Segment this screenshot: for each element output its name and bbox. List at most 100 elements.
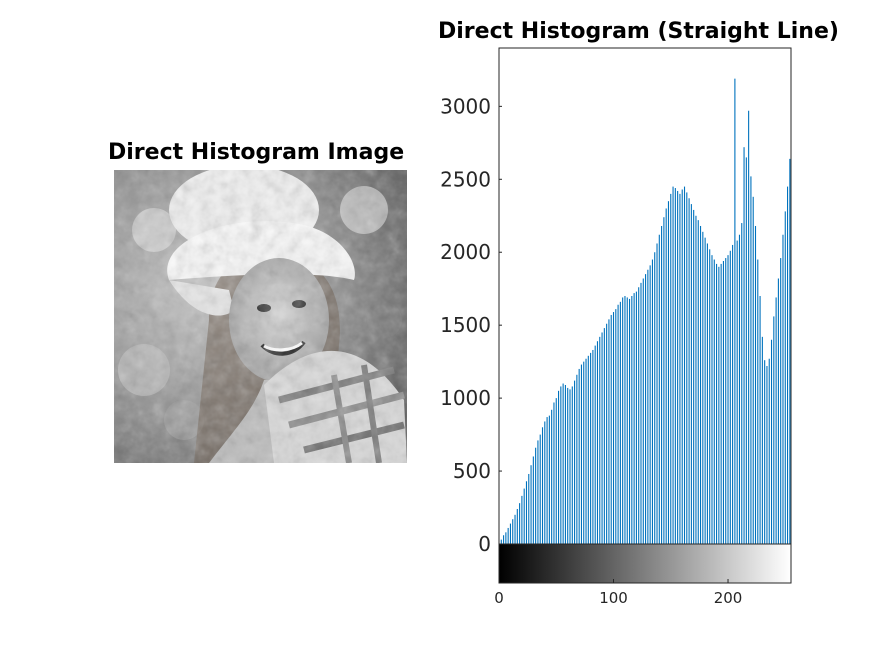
- histogram-bar: [574, 380, 576, 544]
- histogram-bar: [615, 309, 617, 544]
- histogram-bar: [638, 287, 640, 544]
- histogram-bar: [725, 258, 727, 544]
- histogram-bar: [658, 234, 660, 545]
- histogram-bar: [754, 225, 757, 545]
- histogram-bar: [713, 259, 715, 544]
- histogram-bar: [507, 527, 509, 544]
- histogram-bar: [780, 258, 782, 544]
- histogram-bar: [645, 274, 647, 544]
- histogram-bar: [674, 188, 676, 545]
- grayscale-colorbar: [498, 543, 792, 584]
- histogram-bar: [743, 147, 745, 544]
- histogram-bar: [583, 361, 585, 544]
- histogram-bar: [716, 263, 718, 544]
- x-axis: 0 100 200: [494, 579, 742, 607]
- histogram-bar: [525, 481, 528, 544]
- histogram-bar: [690, 204, 692, 544]
- histogram-bar: [619, 301, 621, 544]
- histogram-bar: [512, 519, 514, 544]
- histogram-bar: [748, 110, 750, 544]
- histogram-bar: [633, 293, 635, 544]
- histogram-bar: [551, 409, 553, 544]
- histogram-bar: [722, 260, 724, 544]
- histogram-bar: [530, 465, 532, 544]
- histogram-bar: [745, 157, 747, 544]
- histogram-bar: [631, 296, 633, 544]
- histogram-bar: [683, 186, 686, 544]
- histogram-bars: [500, 78, 791, 545]
- histogram-bar: [764, 360, 766, 544]
- histogram-bar: [736, 240, 738, 544]
- histogram-bar: [640, 282, 642, 544]
- histogram-bar: [695, 215, 697, 544]
- histogram-bar: [624, 296, 626, 544]
- histogram-bar: [654, 252, 656, 545]
- histogram-bar: [677, 190, 679, 544]
- histogram-bar: [509, 523, 511, 544]
- histogram-bar: [628, 298, 631, 544]
- y-tick-label: 2000: [440, 240, 491, 264]
- histogram-bar: [686, 192, 688, 545]
- histogram-bar: [578, 368, 580, 544]
- histogram-bar: [729, 250, 731, 544]
- plot-area: [499, 48, 791, 544]
- histogram-bar: [679, 193, 681, 544]
- histogram-bar: [532, 456, 534, 544]
- histogram-bar: [516, 508, 518, 544]
- histogram-bar: [775, 297, 777, 544]
- histogram-bar: [521, 495, 523, 544]
- histogram-bar: [709, 249, 711, 544]
- y-tick-label: 1000: [440, 386, 491, 410]
- histogram-bar: [649, 265, 651, 544]
- histogram-bar: [688, 198, 690, 544]
- histogram-bar: [539, 434, 541, 544]
- histogram-bar: [681, 189, 683, 544]
- histogram-bar: [704, 237, 706, 544]
- histogram-bar: [759, 296, 761, 544]
- histogram-bar: [732, 244, 734, 544]
- histogram-bar: [571, 386, 573, 544]
- histogram-bar: [766, 366, 768, 544]
- histogram-bar: [773, 316, 775, 544]
- histogram-bar: [594, 345, 596, 544]
- histogram-bar: [741, 223, 743, 544]
- histogram-bar: [711, 255, 713, 544]
- histogram-bar: [626, 297, 628, 544]
- image-panel-title: Direct Histogram Image: [108, 140, 405, 165]
- histogram-bar: [535, 447, 537, 544]
- histogram-bar: [592, 349, 594, 544]
- histogram-bar: [528, 473, 530, 544]
- histogram-bar: [603, 328, 605, 544]
- histogram-bar: [576, 374, 578, 544]
- histogram-bar: [514, 514, 516, 544]
- histogram-bar: [601, 332, 603, 544]
- histogram-bar: [651, 259, 653, 544]
- histogram-bar: [503, 535, 505, 544]
- y-tick-label: 2500: [440, 167, 491, 191]
- histogram-bar: [564, 384, 566, 544]
- histogram-bar: [590, 352, 592, 544]
- histogram-bar: [693, 209, 695, 544]
- histogram-bar: [672, 186, 674, 544]
- histogram-bar: [750, 176, 752, 544]
- histogram-bar: [768, 358, 770, 544]
- histogram-bar: [699, 225, 702, 545]
- histogram-bar: [647, 269, 649, 544]
- histogram-bar: [544, 421, 546, 544]
- histogram-bar: [770, 339, 773, 544]
- histogram-bar: [541, 427, 544, 544]
- histogram-bar: [585, 358, 587, 544]
- histogram-bar: [596, 341, 599, 544]
- histogram-bar: [777, 278, 779, 544]
- histogram-bar: [610, 314, 612, 544]
- histogram-bar: [642, 278, 644, 544]
- histogram-bar: [617, 304, 619, 544]
- histogram-bar: [706, 243, 708, 545]
- histogram-bar: [569, 389, 571, 544]
- histogram-bar: [784, 211, 786, 544]
- histogram-bar: [789, 158, 791, 544]
- histogram-bar: [505, 532, 507, 544]
- portrait-photo: [114, 170, 407, 463]
- histogram-bar: [500, 539, 502, 544]
- histogram-bar: [720, 263, 722, 544]
